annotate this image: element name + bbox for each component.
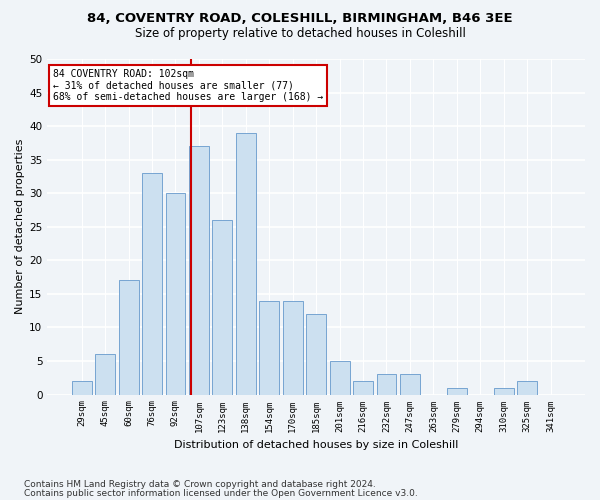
Bar bbox=[494, 388, 514, 394]
Bar bbox=[236, 133, 256, 394]
Bar bbox=[517, 381, 537, 394]
Text: 84, COVENTRY ROAD, COLESHILL, BIRMINGHAM, B46 3EE: 84, COVENTRY ROAD, COLESHILL, BIRMINGHAM… bbox=[87, 12, 513, 26]
Text: Contains public sector information licensed under the Open Government Licence v3: Contains public sector information licen… bbox=[24, 489, 418, 498]
Text: Contains HM Land Registry data © Crown copyright and database right 2024.: Contains HM Land Registry data © Crown c… bbox=[24, 480, 376, 489]
Bar bbox=[447, 388, 467, 394]
Text: 84 COVENTRY ROAD: 102sqm
← 31% of detached houses are smaller (77)
68% of semi-d: 84 COVENTRY ROAD: 102sqm ← 31% of detach… bbox=[53, 69, 323, 102]
X-axis label: Distribution of detached houses by size in Coleshill: Distribution of detached houses by size … bbox=[174, 440, 458, 450]
Bar bbox=[72, 381, 92, 394]
Bar bbox=[283, 300, 302, 394]
Bar bbox=[306, 314, 326, 394]
Bar bbox=[142, 173, 162, 394]
Bar bbox=[95, 354, 115, 395]
Bar bbox=[189, 146, 209, 394]
Bar bbox=[329, 361, 350, 394]
Y-axis label: Number of detached properties: Number of detached properties bbox=[15, 139, 25, 314]
Bar bbox=[259, 300, 279, 394]
Text: Size of property relative to detached houses in Coleshill: Size of property relative to detached ho… bbox=[134, 28, 466, 40]
Bar bbox=[166, 193, 185, 394]
Bar bbox=[119, 280, 139, 394]
Bar bbox=[400, 374, 420, 394]
Bar bbox=[377, 374, 397, 394]
Bar bbox=[353, 381, 373, 394]
Bar bbox=[212, 220, 232, 394]
